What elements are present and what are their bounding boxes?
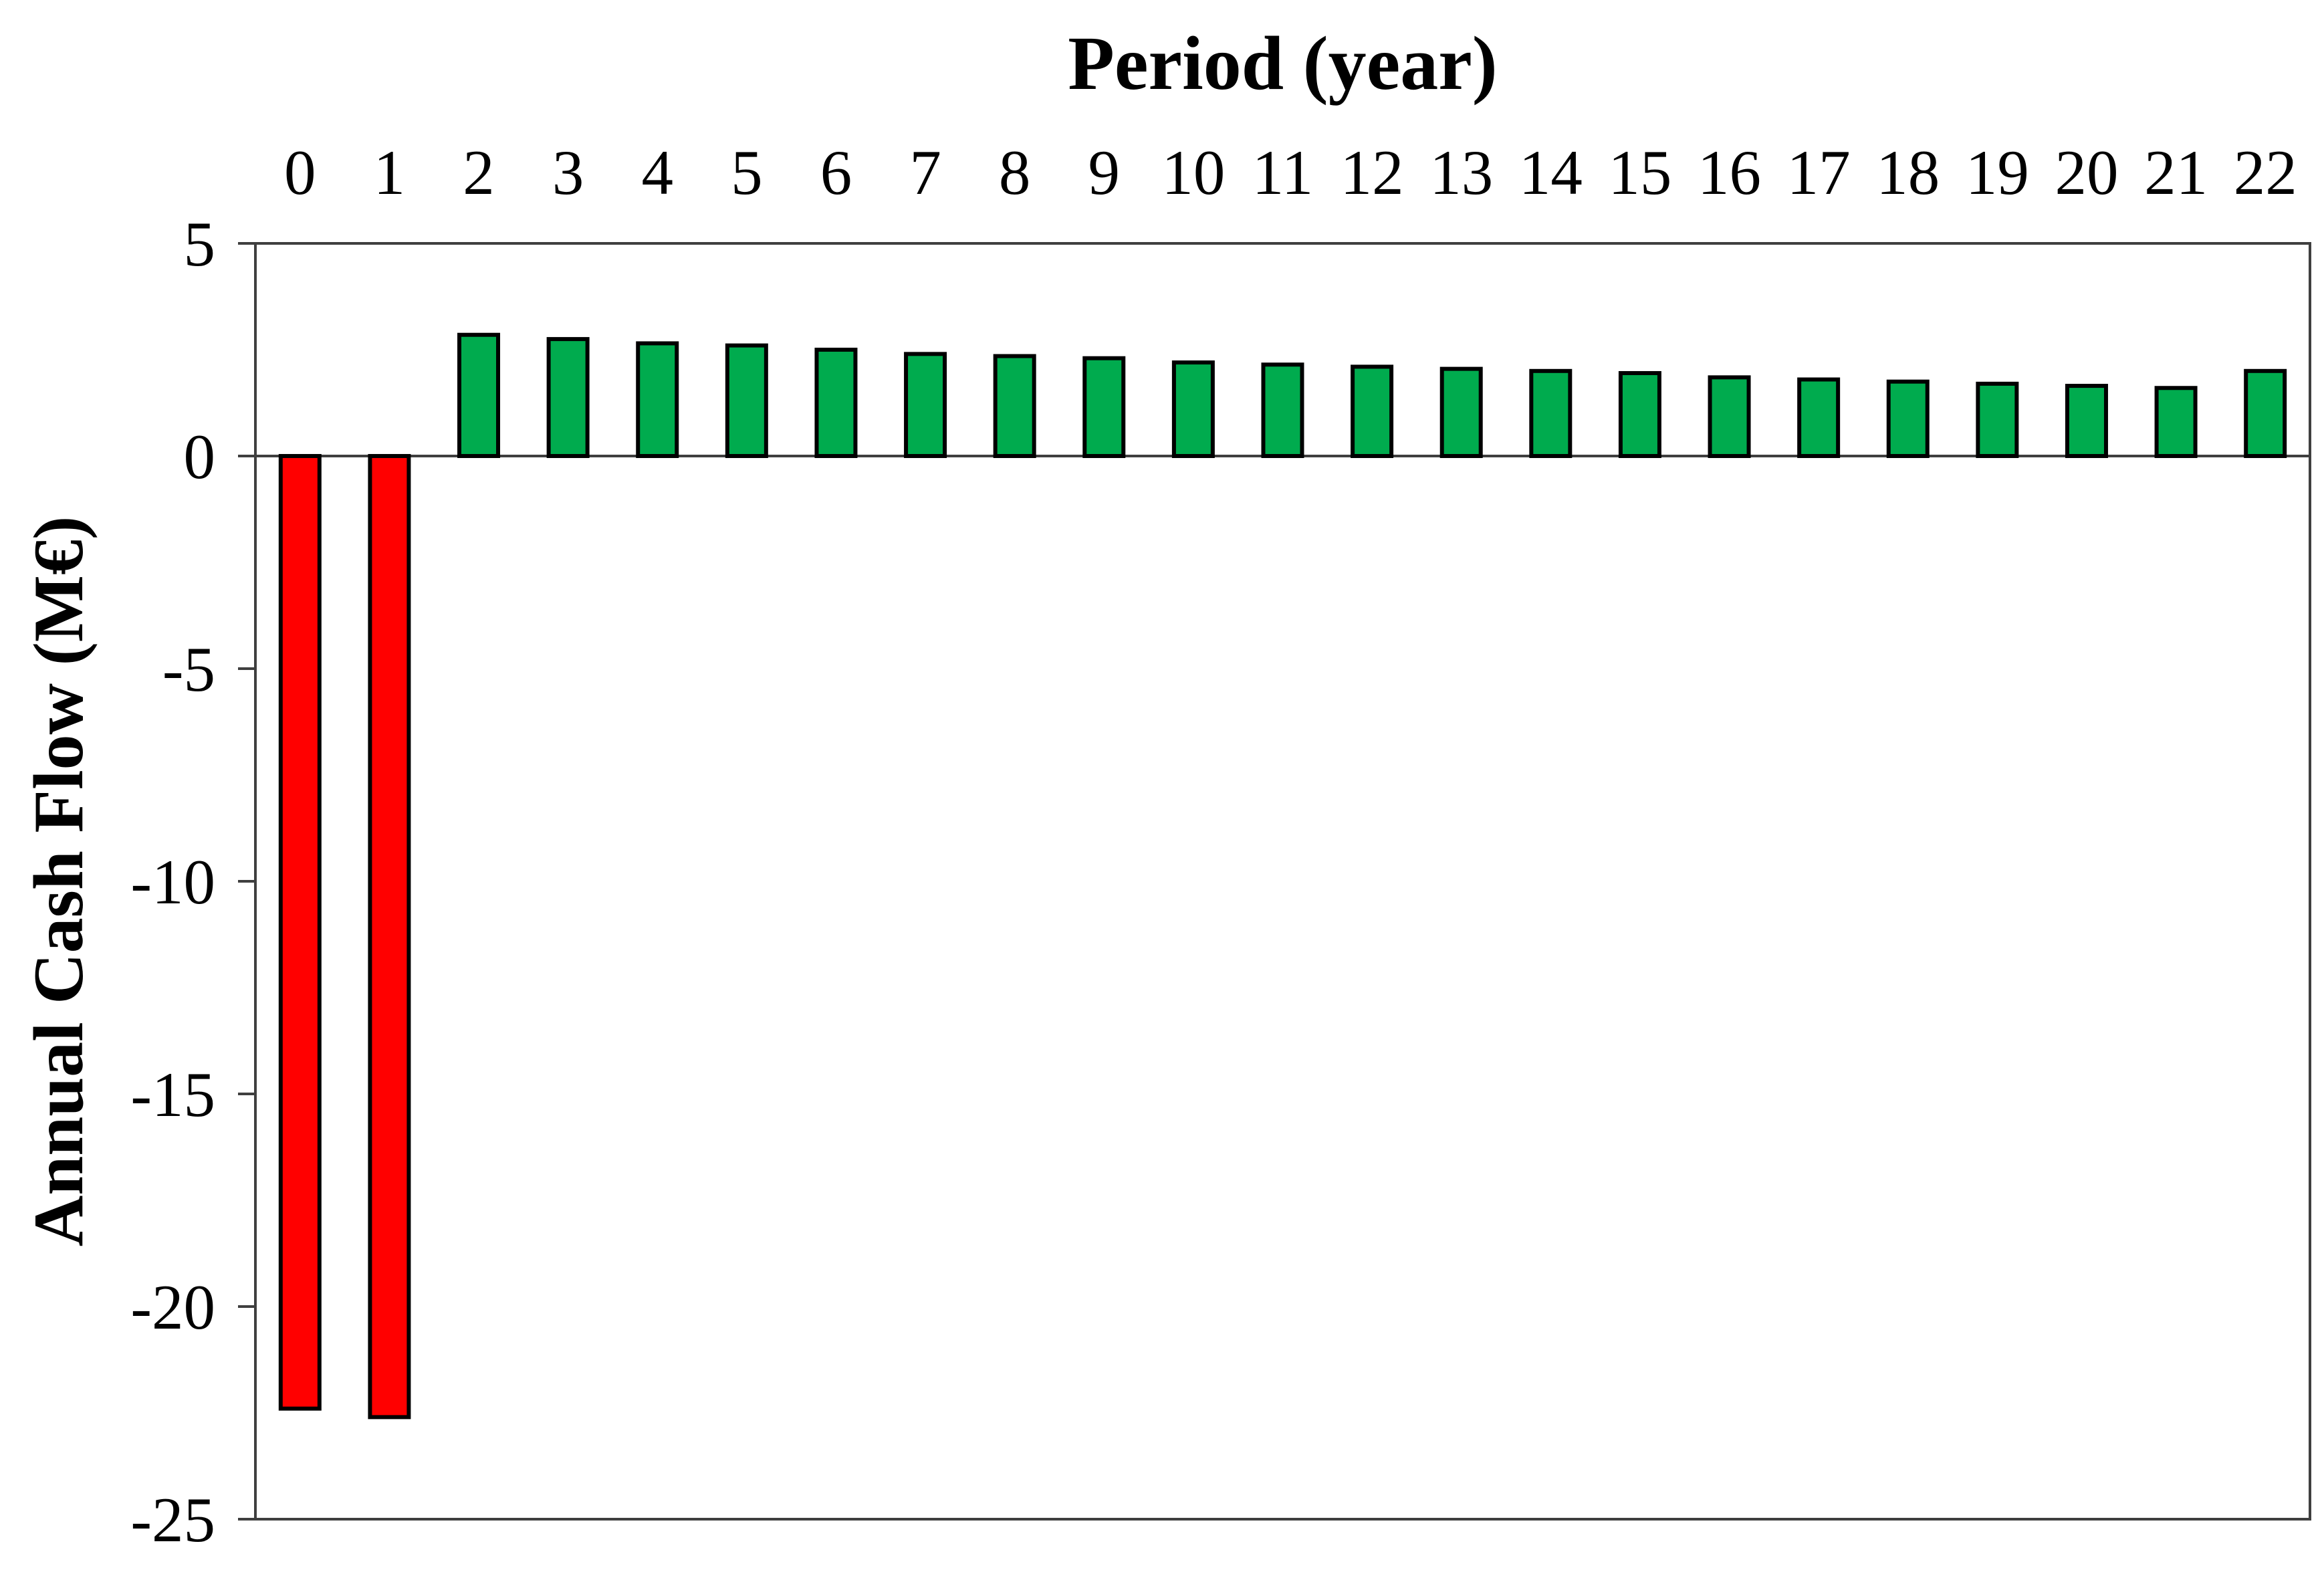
x-tick-label-7: 7 xyxy=(909,137,941,208)
bar-year-20 xyxy=(2065,384,2108,458)
x-tick-label-18: 18 xyxy=(1876,137,1940,208)
y-tick-label--5: -5 xyxy=(162,634,215,705)
x-axis-title: Period (year) xyxy=(1068,21,1498,106)
x-tick-label-4: 4 xyxy=(641,137,673,208)
x-tick-label-17: 17 xyxy=(1787,137,1851,208)
x-tick-label-11: 11 xyxy=(1252,137,1313,208)
bar-year-1 xyxy=(368,454,411,1420)
x-tick-label-19: 19 xyxy=(1966,137,2029,208)
bar-year-3 xyxy=(546,337,590,458)
x-tick-label-12: 12 xyxy=(1341,137,1404,208)
x-tick-label-15: 15 xyxy=(1608,137,1671,208)
bar-year-4 xyxy=(636,341,679,459)
bar-year-6 xyxy=(814,348,858,458)
bar-year-5 xyxy=(725,343,768,459)
plot-frame xyxy=(254,242,2311,1521)
x-tick-label-1: 1 xyxy=(374,137,406,208)
x-tick-label-16: 16 xyxy=(1698,137,1761,208)
bar-year-9 xyxy=(1082,356,1126,458)
y-tick-label--20: -20 xyxy=(130,1272,215,1343)
y-tick-label--25: -25 xyxy=(130,1484,215,1555)
x-tick-label-22: 22 xyxy=(2234,137,2297,208)
bar-year-16 xyxy=(1708,375,1751,459)
x-tick-label-14: 14 xyxy=(1519,137,1583,208)
bar-year-11 xyxy=(1261,362,1304,459)
bar-year-17 xyxy=(1797,377,1841,459)
bar-year-7 xyxy=(904,352,947,458)
y-tick-label--10: -10 xyxy=(130,847,215,917)
x-tick-label-8: 8 xyxy=(999,137,1031,208)
bar-year-13 xyxy=(1439,366,1483,458)
bar-year-19 xyxy=(1976,381,2019,459)
y-tick-label--15: -15 xyxy=(130,1059,215,1130)
x-tick-label-21: 21 xyxy=(2144,137,2208,208)
y-tick-label-5: 5 xyxy=(184,209,216,279)
bar-year-21 xyxy=(2154,386,2198,458)
bar-year-18 xyxy=(1886,379,1930,459)
x-tick-label-0: 0 xyxy=(284,137,316,208)
y-tick-label-0: 0 xyxy=(184,421,216,492)
bar-year-8 xyxy=(993,354,1036,458)
x-tick-label-9: 9 xyxy=(1088,137,1121,208)
x-tick-label-2: 2 xyxy=(463,137,495,208)
bar-year-15 xyxy=(1618,370,1661,458)
bar-year-10 xyxy=(1171,360,1215,459)
bar-year-12 xyxy=(1351,364,1394,458)
x-tick-label-5: 5 xyxy=(731,137,763,208)
bar-year-22 xyxy=(2244,368,2287,458)
bar-year-0 xyxy=(278,454,322,1411)
x-tick-label-10: 10 xyxy=(1161,137,1225,208)
x-tick-label-6: 6 xyxy=(820,137,852,208)
x-tick-label-13: 13 xyxy=(1429,137,1493,208)
x-tick-label-3: 3 xyxy=(552,137,584,208)
x-tick-label-20: 20 xyxy=(2055,137,2118,208)
bar-year-2 xyxy=(457,332,501,458)
bar-year-14 xyxy=(1529,368,1573,458)
